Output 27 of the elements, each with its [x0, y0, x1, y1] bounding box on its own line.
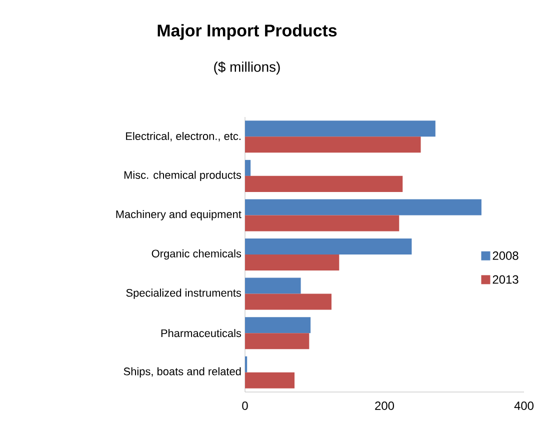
y-tick-label: Ships, boats and related — [124, 367, 241, 378]
bar — [245, 120, 436, 137]
legend-label: 2008 — [492, 251, 518, 260]
y-tick-label: Electrical, electron., etc. — [126, 132, 240, 142]
bar — [245, 160, 251, 176]
bar — [245, 176, 403, 192]
y-tick-label: Organic chemicals — [152, 249, 242, 260]
bar — [245, 294, 332, 310]
bar — [245, 333, 310, 350]
bar — [245, 199, 482, 216]
chart-title: Major Import Products — [158, 24, 337, 40]
bar — [245, 238, 412, 255]
x-tick-label: 400 — [514, 402, 534, 410]
y-tick-label: Specialized instruments — [126, 288, 242, 299]
bar — [245, 372, 295, 388]
y-tick-label: Pharmaceuticals — [161, 329, 242, 338]
x-tick-label: 200 — [375, 402, 394, 410]
bar — [245, 278, 301, 294]
bar — [245, 317, 311, 334]
y-tick-label: Machinery and equipment — [116, 210, 242, 220]
chart-subtitle: ($ millions) — [214, 61, 280, 75]
bar — [245, 136, 421, 153]
bar — [245, 254, 340, 271]
bar — [245, 215, 400, 232]
x-tick-label: 0 — [242, 402, 248, 410]
y-tick-label: Misc. chemical products — [124, 170, 242, 182]
legend-label: 2013 — [492, 275, 518, 284]
